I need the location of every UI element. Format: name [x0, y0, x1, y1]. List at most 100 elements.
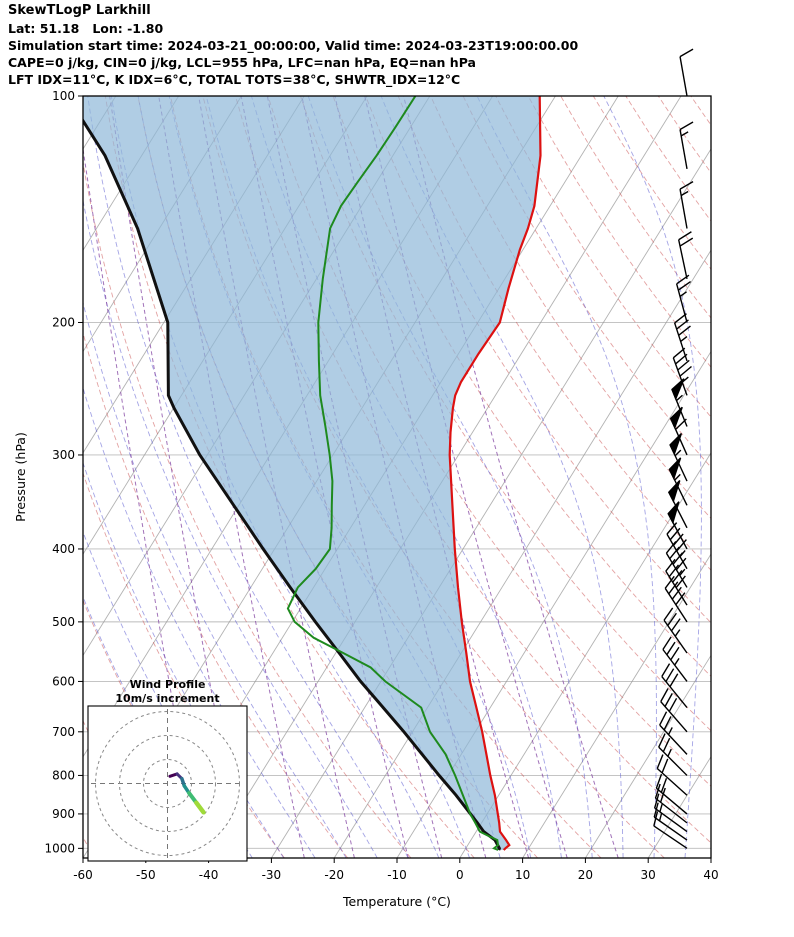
y-tick-label: 900: [52, 807, 75, 821]
hodograph-ring: [143, 759, 192, 808]
barb-full: [669, 527, 681, 541]
barb-full: [675, 418, 687, 430]
y-tick-label: 500: [52, 615, 75, 629]
plot-area: [83, 96, 711, 858]
barb-full: [656, 754, 664, 769]
dewpoint-line: [286, 96, 500, 851]
y-tick-label: 100: [52, 89, 75, 103]
barb-full: [675, 592, 686, 606]
chart-title: SkewTLogP Larkhill: [8, 3, 151, 18]
barb-full: [663, 716, 672, 731]
barb-full: [669, 546, 680, 560]
y-tick-label: 200: [52, 315, 75, 329]
barb-half: [680, 190, 689, 197]
barb-full: [655, 773, 663, 789]
barb-half: [667, 727, 673, 735]
x-tick-label: 0: [456, 868, 464, 882]
barb-pennant: [669, 433, 683, 456]
x-tick-label: -40: [199, 868, 219, 882]
hodograph-subtitle: 10m/s increment: [115, 692, 219, 705]
x-tick-label: 10: [515, 868, 530, 882]
x-tick-label: 30: [641, 868, 656, 882]
y-tick-label: 300: [52, 448, 75, 462]
x-tick-label: -30: [262, 868, 282, 882]
barb-full: [670, 618, 681, 632]
barb-full: [664, 693, 673, 707]
barb-full: [662, 636, 672, 650]
barb-full: [672, 552, 684, 565]
y-tick-label: 1000: [44, 841, 75, 855]
y-tick-label: 700: [52, 725, 75, 739]
barb-full: [677, 280, 692, 291]
barb-full: [659, 711, 668, 726]
barb-full: [654, 783, 661, 799]
barb-pennant: [668, 457, 682, 481]
stability-line-1: CAPE=0 j/kg, CIN=0 j/kg, LCL=955 hPa, LF…: [8, 55, 476, 70]
barb-full: [679, 180, 694, 190]
barb-full: [669, 673, 679, 687]
barb-full: [660, 778, 668, 793]
x-tick-label: -60: [73, 868, 93, 882]
x-tick-label: -50: [136, 868, 156, 882]
barb-full: [678, 231, 692, 241]
barb-full: [665, 541, 677, 554]
x-tick-label: 40: [703, 868, 718, 882]
barb-full: [653, 811, 659, 827]
barb-full: [671, 586, 682, 600]
barb-full: [675, 557, 687, 571]
barb-full: [658, 733, 666, 748]
reference-line: [83, 118, 502, 851]
barb-half: [659, 804, 663, 813]
barb-half: [674, 449, 682, 457]
barb-full: [661, 663, 671, 677]
barb-pennant: [667, 501, 680, 525]
location-line: Lat: 51.18 Lon: -1.80: [8, 21, 164, 36]
y-axis-title: Pressure (hPa): [13, 432, 28, 522]
barb-full: [676, 319, 689, 330]
barb-full: [679, 121, 694, 131]
barb-half: [679, 291, 687, 297]
barb-full: [672, 569, 683, 583]
wind-barbs: [653, 48, 694, 849]
x-tick-label: 20: [578, 868, 593, 882]
barb-full: [678, 325, 691, 336]
barb-pennant: [671, 378, 685, 401]
barb-full: [679, 48, 694, 58]
barb-half: [680, 335, 688, 343]
hodograph-trace-segment: [194, 800, 206, 815]
barb-full: [668, 581, 679, 595]
barb-full: [675, 575, 686, 589]
barb-full: [670, 646, 680, 661]
hodograph-title: Wind Profile: [130, 678, 206, 691]
barb-full: [662, 737, 671, 753]
sounding-shading: [83, 96, 541, 850]
barb-full: [666, 641, 676, 656]
hodograph-ring: [119, 735, 216, 832]
barb-half: [674, 473, 681, 481]
barb-full: [676, 274, 690, 285]
y-tick-label: 400: [52, 542, 75, 556]
x-axis-title: Temperature (°C): [342, 894, 451, 909]
x-tick-label: -20: [324, 868, 344, 882]
barb-full: [660, 688, 669, 702]
x-tick-label: -10: [387, 868, 407, 882]
barb-full: [679, 365, 692, 377]
barb-full: [672, 347, 686, 359]
barb-full: [663, 607, 674, 621]
barb-full: [667, 612, 677, 626]
y-tick-label: 800: [52, 768, 75, 782]
barb-pennant: [667, 480, 681, 503]
barb-half: [676, 394, 683, 402]
axis-ticks: -60 -50 -40 -30 -20 -10 0 10 20 30 40 100 200 300 400 5…: [44, 89, 718, 882]
barb-full: [653, 793, 660, 809]
barb-full: [665, 558, 676, 572]
barb-full: [679, 237, 694, 247]
barb-full: [666, 522, 678, 535]
barb-full: [675, 353, 688, 365]
barb-full: [668, 564, 680, 578]
barb-full: [674, 313, 687, 324]
barb-half: [674, 629, 681, 637]
barb-half: [680, 131, 689, 137]
barb-half: [674, 657, 680, 666]
